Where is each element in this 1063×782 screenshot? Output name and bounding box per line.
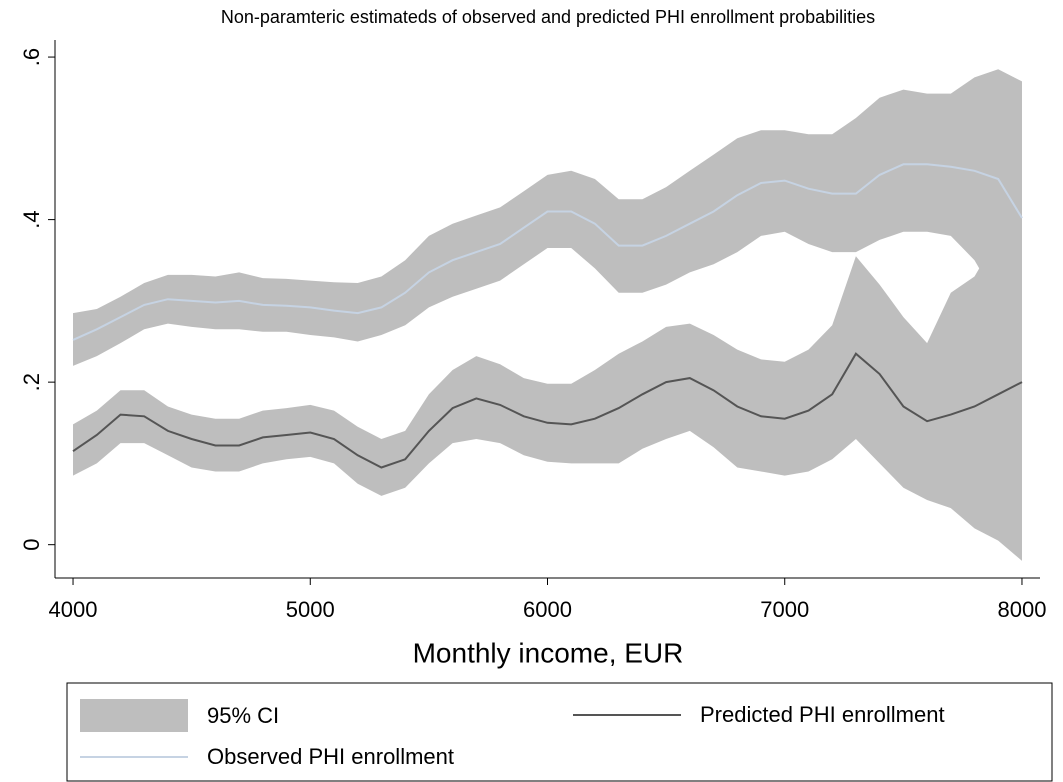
- legend-label: Observed PHI enrollment: [207, 744, 454, 769]
- series-line: [72, 352, 1023, 469]
- legend-label: Predicted PHI enrollment: [700, 702, 945, 727]
- chart-title: Non-paramteric estimateds of observed an…: [221, 7, 875, 27]
- ci-band: [73, 69, 1022, 366]
- ci-band: [73, 138, 1022, 561]
- x-tick-label: 4000: [49, 597, 98, 622]
- y-tick-label: .2: [19, 373, 44, 391]
- x-tick-label: 6000: [523, 597, 572, 622]
- x-axis-title: Monthly income, EUR: [413, 637, 684, 668]
- series-line: [72, 163, 1023, 341]
- y-tick-label: .6: [19, 48, 44, 66]
- y-tick-label: .4: [19, 210, 44, 228]
- legend-label: 95% CI: [207, 703, 279, 728]
- legend-box: [66, 682, 1053, 782]
- x-tick-label: 8000: [997, 597, 1046, 622]
- legend-swatch: [80, 699, 188, 732]
- y-tick-label: 0: [19, 539, 44, 551]
- x-tick-label: 5000: [286, 597, 335, 622]
- x-tick-label: 7000: [760, 597, 809, 622]
